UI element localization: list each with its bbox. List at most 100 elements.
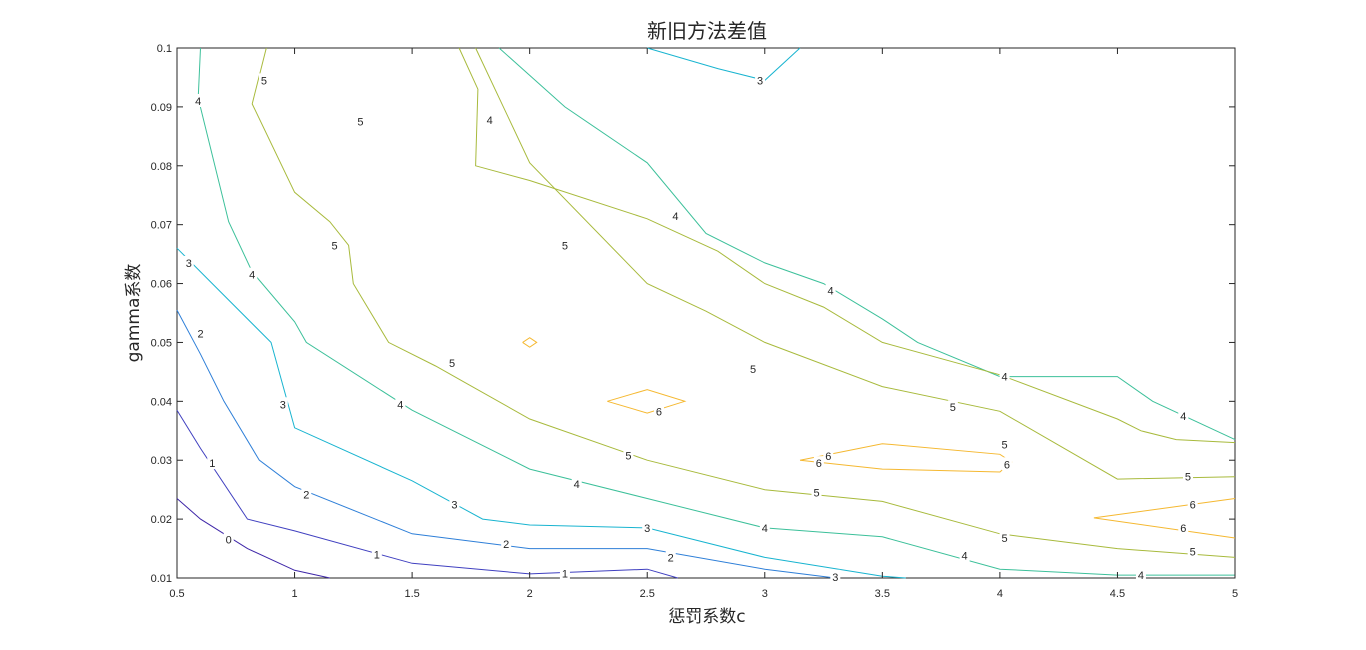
contour-label-background <box>1187 544 1198 558</box>
x-tick-label: 3.5 <box>875 588 890 600</box>
y-tick-label: 0.1 <box>157 43 172 55</box>
y-tick-label: 0.05 <box>151 337 172 349</box>
contour-label-level-5: 5 <box>1185 472 1191 484</box>
contour-label-level-1: 1 <box>209 458 215 470</box>
contour-label-background <box>823 449 834 463</box>
contour-label-level-1: 1 <box>562 568 568 580</box>
contour-label-background <box>1001 457 1012 471</box>
contour-label-level-5: 5 <box>562 240 568 252</box>
contour-label-level-5: 5 <box>261 75 267 87</box>
contour-label-background <box>642 520 653 534</box>
contour-line-level-2 <box>176 309 836 579</box>
contour-label-background <box>670 208 681 222</box>
contour-label-background <box>371 547 382 561</box>
contour-label-level-5: 5 <box>813 488 819 500</box>
contour-label-background <box>484 112 495 126</box>
contour-label-level-3: 3 <box>757 75 763 87</box>
contour-line-level-5 <box>251 47 1236 558</box>
contour-label-background <box>277 397 288 411</box>
contour-label-level-4: 4 <box>397 399 403 411</box>
contour-label-level-3: 3 <box>644 523 650 535</box>
x-tick-label: 2.5 <box>640 588 655 600</box>
contour-line-level-0 <box>176 498 330 579</box>
contour-label-background <box>195 326 206 340</box>
contour-label-background <box>395 397 406 411</box>
contour-label-level-6: 6 <box>1004 459 1010 471</box>
contour-label-background <box>653 404 664 418</box>
contour-label-level-5: 5 <box>1190 547 1196 559</box>
contour-label-level-5: 5 <box>357 117 363 129</box>
contour-line-level-4 <box>197 47 1235 576</box>
contour-label-level-4: 4 <box>1138 570 1144 582</box>
y-axis-label: gamma系数 <box>124 264 144 363</box>
x-axis: 0.5 1 1.5 2 2.5 3 3.5 4 4.5 5 <box>169 48 1238 600</box>
contour-label-level-3: 3 <box>832 572 838 584</box>
y-tick-label: 0.02 <box>151 514 172 526</box>
contour-label-background <box>571 476 582 490</box>
contour-label-level-6: 6 <box>816 458 822 470</box>
contour-label-level-4: 4 <box>1180 411 1186 423</box>
contour-label-background <box>207 456 218 470</box>
contour-label-background <box>665 550 676 564</box>
contour-label-background <box>1178 409 1189 423</box>
y-tick-label: 0.06 <box>151 279 172 291</box>
contour-label-level-0: 0 <box>226 535 232 547</box>
contour-label-level-2: 2 <box>503 539 509 551</box>
contour-label-level-3: 3 <box>186 258 192 270</box>
contour-label-level-3: 3 <box>451 499 457 511</box>
contour-label-level-2: 2 <box>303 489 309 501</box>
contour-label-background <box>825 283 836 297</box>
x-tick-label: 5 <box>1232 588 1238 600</box>
contour-label-background <box>223 532 234 546</box>
x-tick-label: 1 <box>291 588 297 600</box>
contour-label-level-6: 6 <box>656 406 662 418</box>
contour-label-level-2: 2 <box>668 552 674 564</box>
y-tick-label: 0.03 <box>151 455 172 467</box>
contour-label-background <box>999 369 1010 383</box>
contour-label-level-5: 5 <box>1002 439 1008 451</box>
contour-label-level-1: 1 <box>374 549 380 561</box>
contour-label-level-5: 5 <box>625 451 631 463</box>
y-tick-label: 0.09 <box>151 102 172 114</box>
contour-label-level-5: 5 <box>750 364 756 376</box>
contour-label-background <box>813 456 824 470</box>
contour-label-level-5: 5 <box>449 358 455 370</box>
x-tick-label: 0.5 <box>169 588 184 600</box>
contour-label-background <box>1187 497 1198 511</box>
contour-label-background <box>559 238 570 252</box>
contour-labels: 0111222233333344444444444455555555555556… <box>183 73 1198 584</box>
contour-label-level-4: 4 <box>249 270 255 282</box>
contour-label-level-5: 5 <box>331 240 337 252</box>
contour-label-background <box>755 73 766 87</box>
contour-label-background <box>947 400 958 414</box>
y-tick-label: 0.08 <box>151 161 172 173</box>
contour-line-level-6 <box>522 337 538 348</box>
y-tick-label: 0.07 <box>151 220 172 232</box>
contour-label-background <box>811 485 822 499</box>
contour-label-level-6: 6 <box>1180 523 1186 535</box>
y-tick-label: 0.01 <box>151 573 172 585</box>
contour-label-level-6: 6 <box>1190 499 1196 511</box>
contour-label-background <box>355 114 366 128</box>
contour-label-background <box>1178 520 1189 534</box>
y-tick-label: 0.04 <box>151 396 172 408</box>
contour-label-background <box>759 520 770 534</box>
contour-label-background <box>501 536 512 550</box>
contour-label-background <box>193 94 204 107</box>
contour-label-background <box>449 497 460 511</box>
contour-label-level-6: 6 <box>825 451 831 463</box>
plot-frame <box>176 47 1236 579</box>
contour-label-level-4: 4 <box>1002 372 1008 384</box>
contour-label-level-4: 4 <box>195 96 201 108</box>
x-axis-label: 惩罚系数c <box>668 607 745 627</box>
contour-label-background <box>1182 469 1193 483</box>
contour-label-level-4: 4 <box>574 479 580 491</box>
x-tick-label: 3 <box>762 588 768 600</box>
contour-label-background <box>999 530 1010 544</box>
contour-line-level-3 <box>647 47 801 81</box>
x-tick-label: 2 <box>527 588 533 600</box>
contour-label-background <box>1135 568 1146 582</box>
x-tick-label: 4.5 <box>1110 588 1125 600</box>
contour-label-background <box>183 255 194 269</box>
